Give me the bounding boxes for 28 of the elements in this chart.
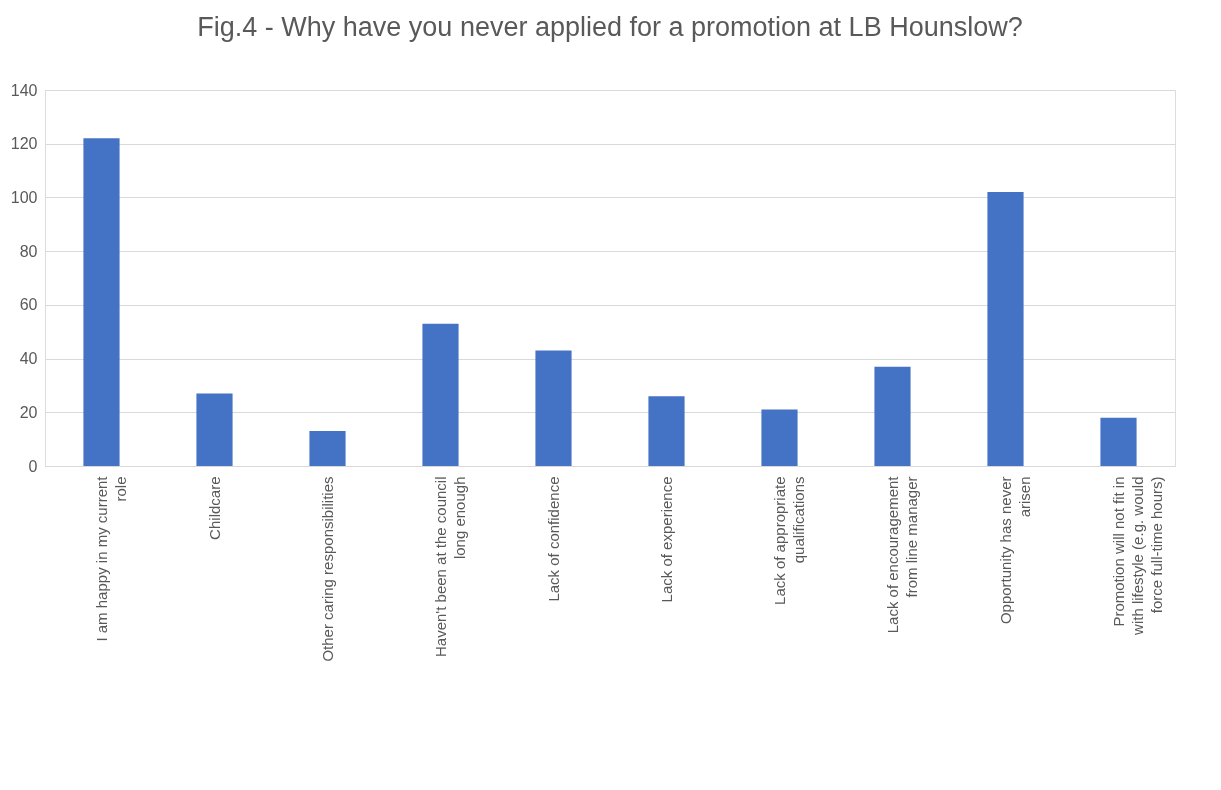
x-tick-label: Childcare bbox=[205, 476, 223, 540]
x-tick-label: Haven't been at the council long enough bbox=[431, 476, 468, 657]
bar bbox=[535, 350, 572, 466]
x-tick-label: Lack of confidence bbox=[544, 476, 562, 602]
x-tick-label: Other caring responsibilities bbox=[318, 476, 336, 662]
bar bbox=[196, 393, 233, 466]
bar bbox=[874, 366, 911, 466]
x-tick-label: Lack of appropriate qualifications bbox=[770, 476, 807, 605]
y-tick-label: 40 bbox=[19, 350, 38, 368]
y-tick-label: 140 bbox=[10, 81, 38, 99]
bar bbox=[648, 396, 685, 466]
y-tick-label: 60 bbox=[19, 296, 38, 314]
chart-title: Fig.4 - Why have you never applied for a promotion at LB Hounslow? bbox=[197, 12, 1023, 42]
x-tick-label: Lack of experience bbox=[657, 476, 675, 603]
y-tick-label: 0 bbox=[28, 457, 38, 475]
bar bbox=[422, 323, 459, 466]
y-tick-label: 100 bbox=[10, 188, 38, 206]
x-tick-label: I am happy in my current role bbox=[92, 475, 129, 642]
bar bbox=[1100, 417, 1137, 466]
y-tick-label: 120 bbox=[10, 135, 38, 153]
bar bbox=[987, 192, 1024, 466]
y-tick-label: 80 bbox=[19, 242, 38, 260]
x-tick-label: Opportunity has never arisen bbox=[996, 476, 1033, 625]
bar bbox=[761, 409, 798, 466]
x-tick-label: Promotion will not fit in with lifestyle (e.g. would force full-time hours) bbox=[1109, 476, 1165, 636]
y-tick-label: 20 bbox=[19, 403, 38, 421]
bar bbox=[83, 138, 120, 466]
bar bbox=[309, 431, 346, 466]
